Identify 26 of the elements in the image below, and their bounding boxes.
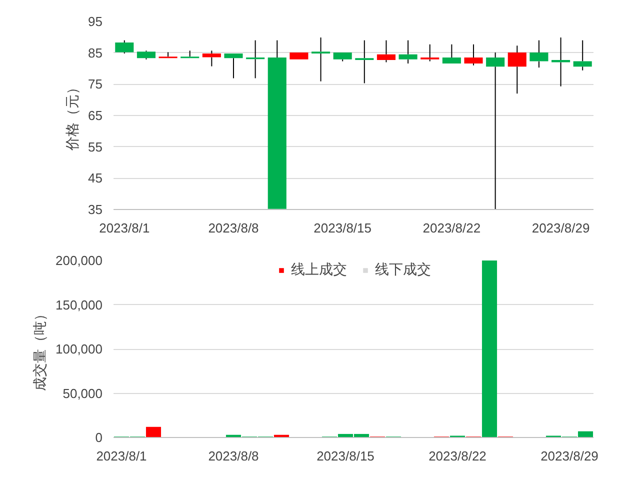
x-tick-label: 2023/8/8	[208, 220, 259, 236]
y-tick-label: 50,000	[62, 386, 103, 401]
legend-label: 线下成交	[375, 261, 431, 279]
y-tick-label: 45	[88, 170, 103, 186]
x-tick-label: 2023/8/29	[540, 448, 598, 464]
y-tick-label: 85	[88, 45, 103, 60]
y-tick-label: 95	[88, 14, 103, 29]
y-tick-label: 65	[88, 108, 103, 123]
y-axis-title: 成交量（吨）	[32, 307, 48, 391]
y-tick-label: 100,000	[56, 342, 103, 356]
y-tick-label: 55	[88, 139, 103, 154]
x-tick-label: 2023/8/29	[532, 220, 590, 236]
y-tick-label: 150,000	[56, 297, 103, 312]
x-tick-label: 2023/8/15	[314, 220, 372, 236]
y-tick-label: 0	[95, 430, 103, 445]
x-tick-label: 2023/8/22	[422, 220, 481, 236]
x-tick-label: 2023/8/1	[96, 448, 147, 464]
legend-label: 线上成交	[291, 261, 347, 279]
y-tick-label: 35	[88, 202, 103, 217]
x-tick-label: 2023/8/8	[208, 448, 259, 464]
y-tick-label: 200,000	[56, 253, 103, 268]
y-tick-label: 75	[88, 76, 103, 92]
x-tick-label: 2023/8/15	[316, 448, 374, 464]
y-axis-title: 价格（元）	[64, 80, 80, 152]
x-tick-label: 2023/8/1	[99, 220, 150, 236]
x-tick-label: 2023/8/22	[428, 448, 486, 464]
